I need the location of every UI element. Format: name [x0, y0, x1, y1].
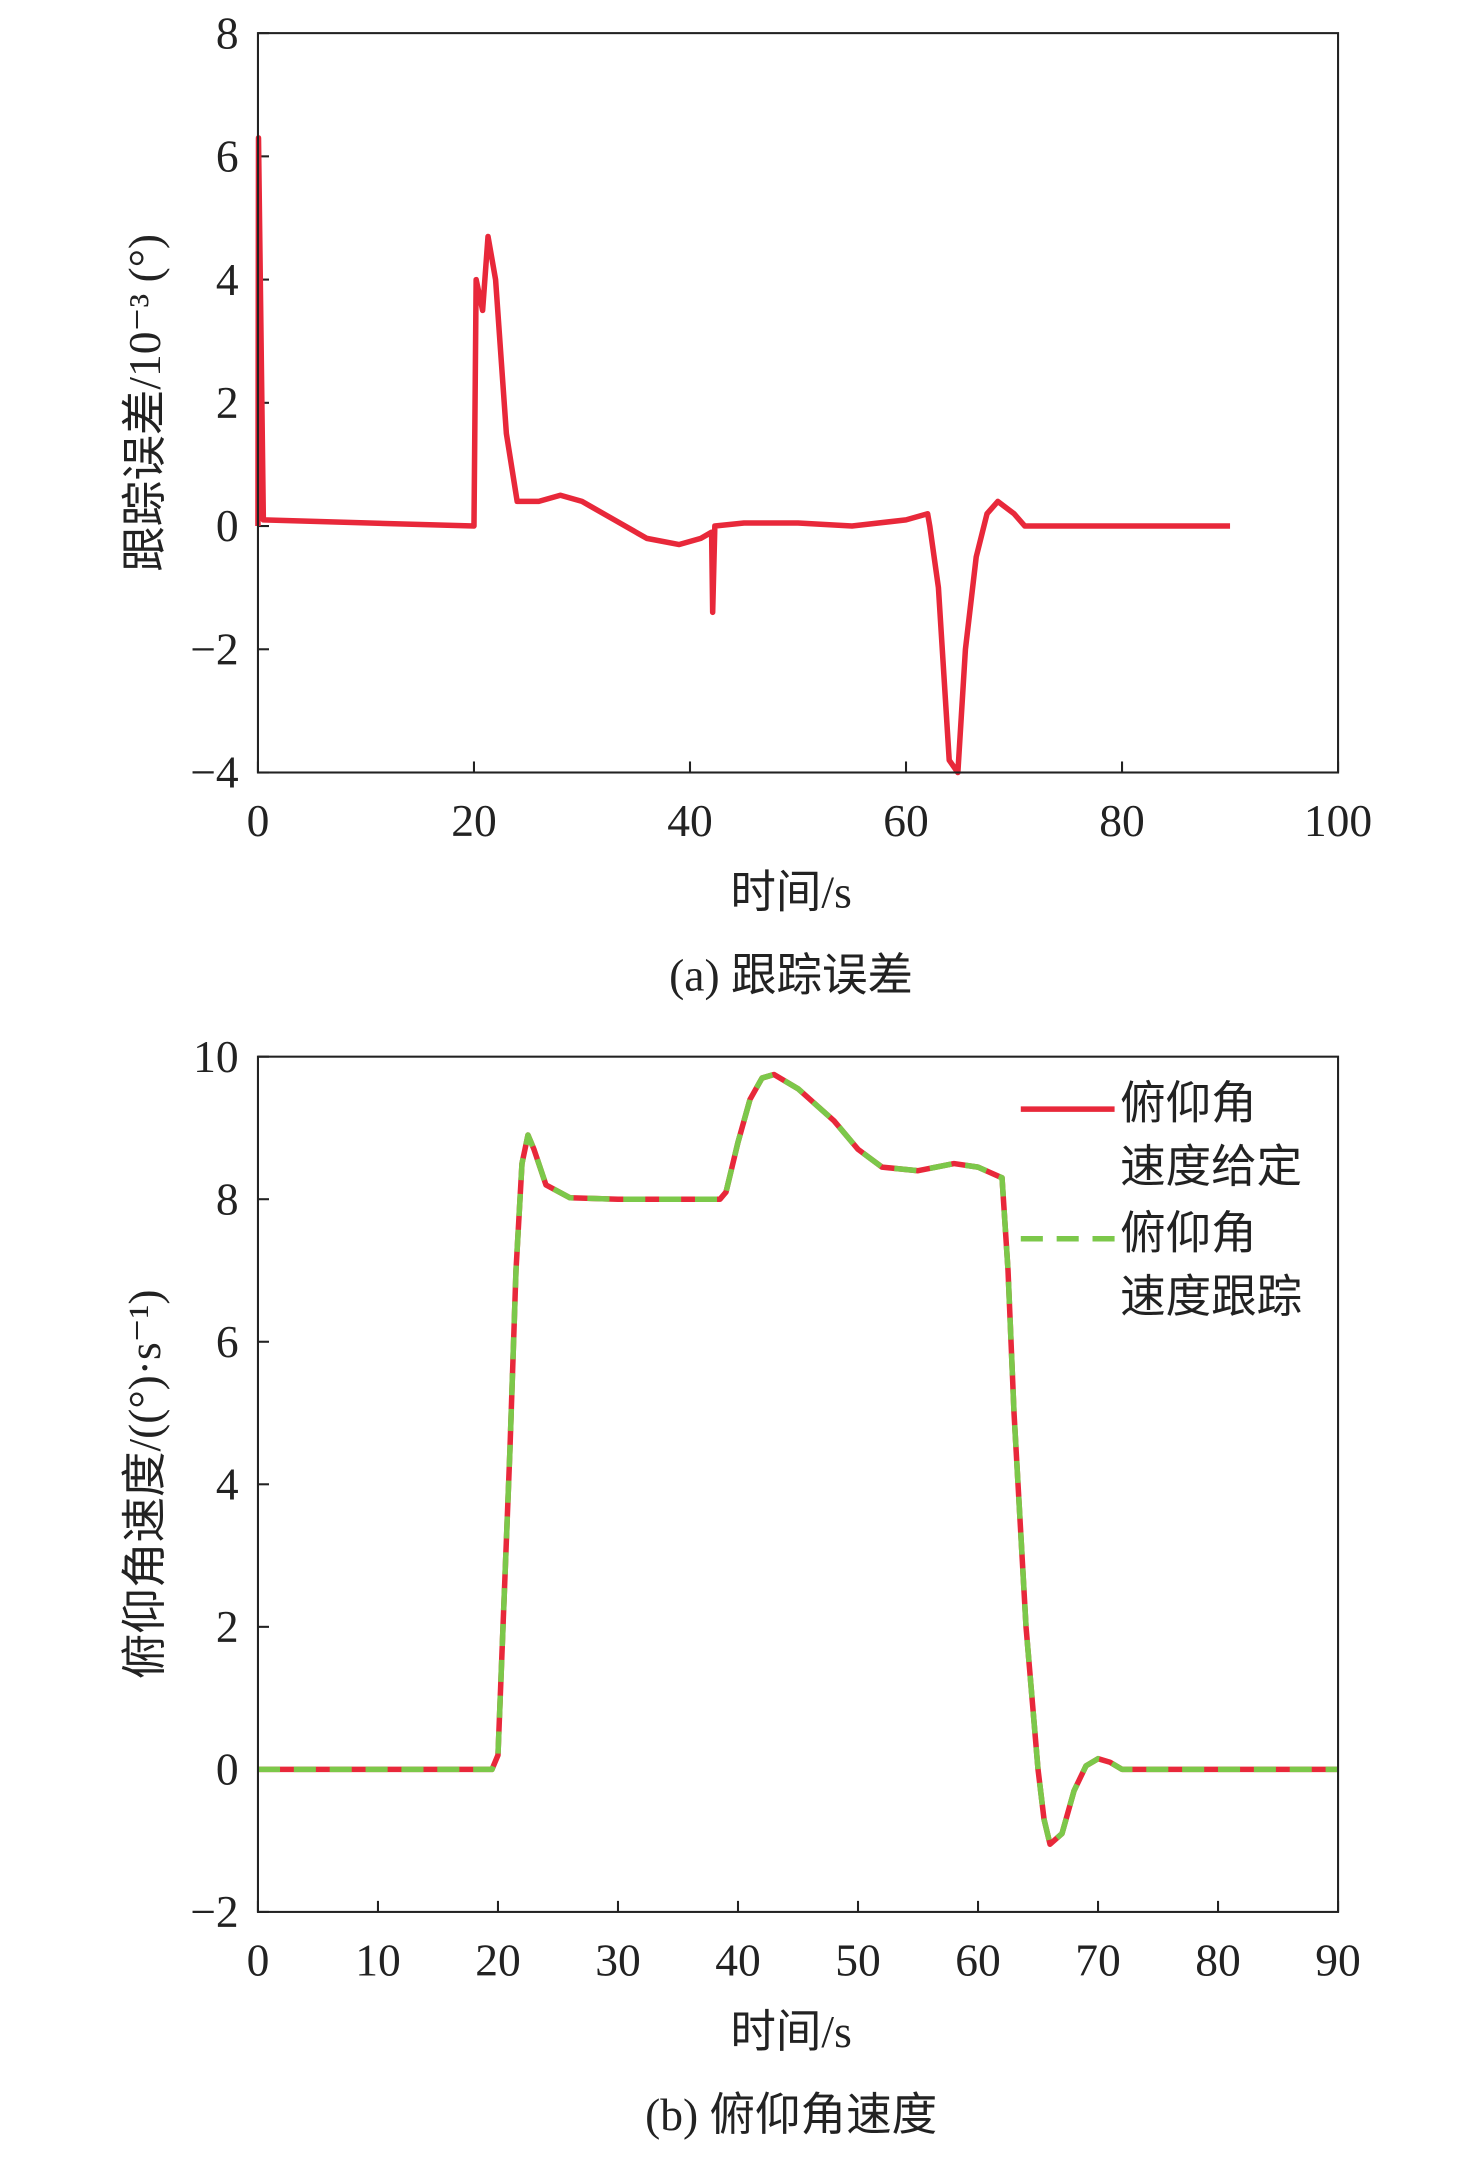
x-tick-label: 0: [247, 795, 270, 846]
y-tick-label: 8: [216, 1173, 239, 1224]
x-tick-label: 60: [955, 1934, 1001, 1985]
legend-entry: 俯仰角 速度给定: [1120, 1080, 1303, 1194]
y-tick-label: 6: [216, 131, 239, 182]
series-line: [255, 135, 1231, 776]
legend-entry: 俯仰角 速度跟踪: [1120, 1209, 1303, 1323]
x-tick-label: 30: [595, 1934, 641, 1985]
x-tick-label: 0: [247, 1934, 270, 1985]
y-axis-label: 跟踪误差/10⁻³ (°): [119, 234, 170, 572]
x-axis-label: 时间/s: [730, 2006, 851, 2057]
y-tick-label: 2: [216, 377, 239, 428]
y-tick-label: 4: [216, 1458, 239, 1509]
x-tick-label: 100: [1304, 795, 1372, 846]
caption: (a) 跟踪误差: [669, 949, 913, 1000]
x-tick-label: 70: [1075, 1934, 1121, 1985]
x-axis-label: 时间/s: [730, 867, 851, 918]
legend-label: 俯仰角 速度跟踪: [1120, 1209, 1303, 1323]
y-tick-label: −2: [190, 623, 238, 674]
y-tick-label: 0: [216, 500, 239, 551]
plot-frame: [256, 1055, 1340, 1913]
y-axis-label: 俯仰角速度/((°)·s⁻¹): [119, 1289, 170, 1679]
x-tick-label: 50: [835, 1934, 881, 1985]
x-tick-label: 80: [1099, 795, 1145, 846]
y-tick-label: 10: [193, 1031, 239, 1082]
y-tick-label: −4: [190, 747, 239, 798]
x-tick-label: 10: [355, 1934, 401, 1985]
x-tick-label: 60: [883, 795, 929, 846]
legend-label: 俯仰角 速度给定: [1120, 1080, 1303, 1194]
y-tick-label: 2: [216, 1601, 239, 1652]
x-tick-label: 20: [451, 795, 497, 846]
y-tick-label: 8: [216, 7, 239, 58]
y-tick-label: 6: [216, 1316, 239, 1367]
x-tick-label: 90: [1315, 1934, 1361, 1985]
plot-frame: [256, 32, 1340, 774]
y-tick-label: 0: [216, 1744, 239, 1795]
caption: (b) 俯仰角速度: [645, 2089, 937, 2140]
x-tick-label: 40: [715, 1934, 761, 1985]
y-tick-label: −2: [190, 1886, 238, 1937]
x-tick-label: 20: [475, 1934, 521, 1985]
x-tick-label: 80: [1195, 1934, 1241, 1985]
y-tick-label: 4: [216, 254, 239, 305]
x-tick-label: 40: [667, 795, 713, 846]
series-line: [257, 1071, 1339, 1847]
